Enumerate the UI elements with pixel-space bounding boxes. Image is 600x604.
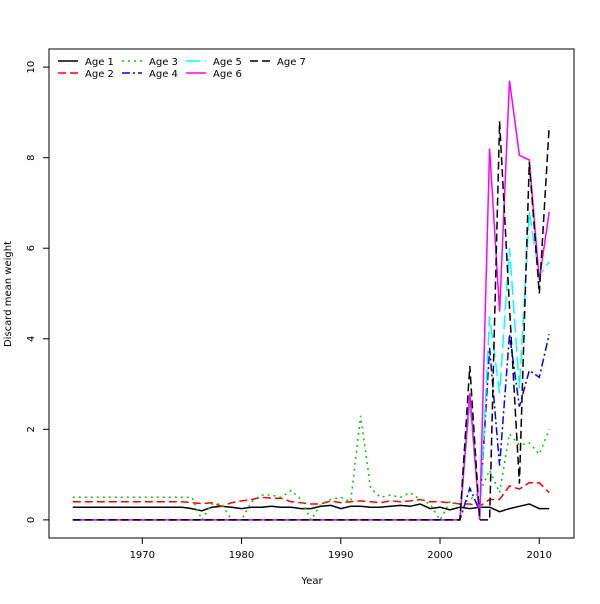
legend-label: Age 1 xyxy=(85,57,114,68)
series-line-age-2 xyxy=(72,482,550,508)
y-axis: 0 2 4 6 8 10 xyxy=(26,61,49,523)
series-line-age-1 xyxy=(72,503,550,513)
legend-label: Age 6 xyxy=(213,69,242,80)
series-line-age-7 xyxy=(72,121,550,521)
x-tick-label: 1970 xyxy=(130,550,155,561)
y-tick-label: 2 xyxy=(26,426,37,432)
legend-label: Age 2 xyxy=(85,69,114,80)
legend-label: Age 5 xyxy=(213,57,242,68)
y-tick-label: 0 xyxy=(26,517,37,523)
x-tick-label: 1990 xyxy=(328,550,353,561)
y-tick-label: 8 xyxy=(26,154,37,160)
series-line-age-4 xyxy=(72,334,550,521)
series-line-age-6 xyxy=(72,80,550,521)
y-tick-label: 10 xyxy=(26,61,37,74)
y-tick-label: 6 xyxy=(26,245,37,251)
y-axis-label: Discard mean weight xyxy=(3,241,14,347)
legend-label: Age 3 xyxy=(149,57,178,68)
plot-frame xyxy=(48,48,575,539)
series-line-age-5 xyxy=(72,211,550,521)
y-tick-label: 4 xyxy=(26,336,37,342)
x-tick-label: 2000 xyxy=(427,550,452,561)
series-layer xyxy=(72,80,550,522)
legend-label: Age 4 xyxy=(149,69,178,80)
x-tick-label: 1980 xyxy=(229,550,254,561)
x-tick-label: 2010 xyxy=(527,550,552,561)
x-axis-label: Year xyxy=(300,576,323,587)
legend-label: Age 7 xyxy=(277,57,306,68)
x-axis: 1970 1980 1990 2000 2010 xyxy=(130,538,552,561)
